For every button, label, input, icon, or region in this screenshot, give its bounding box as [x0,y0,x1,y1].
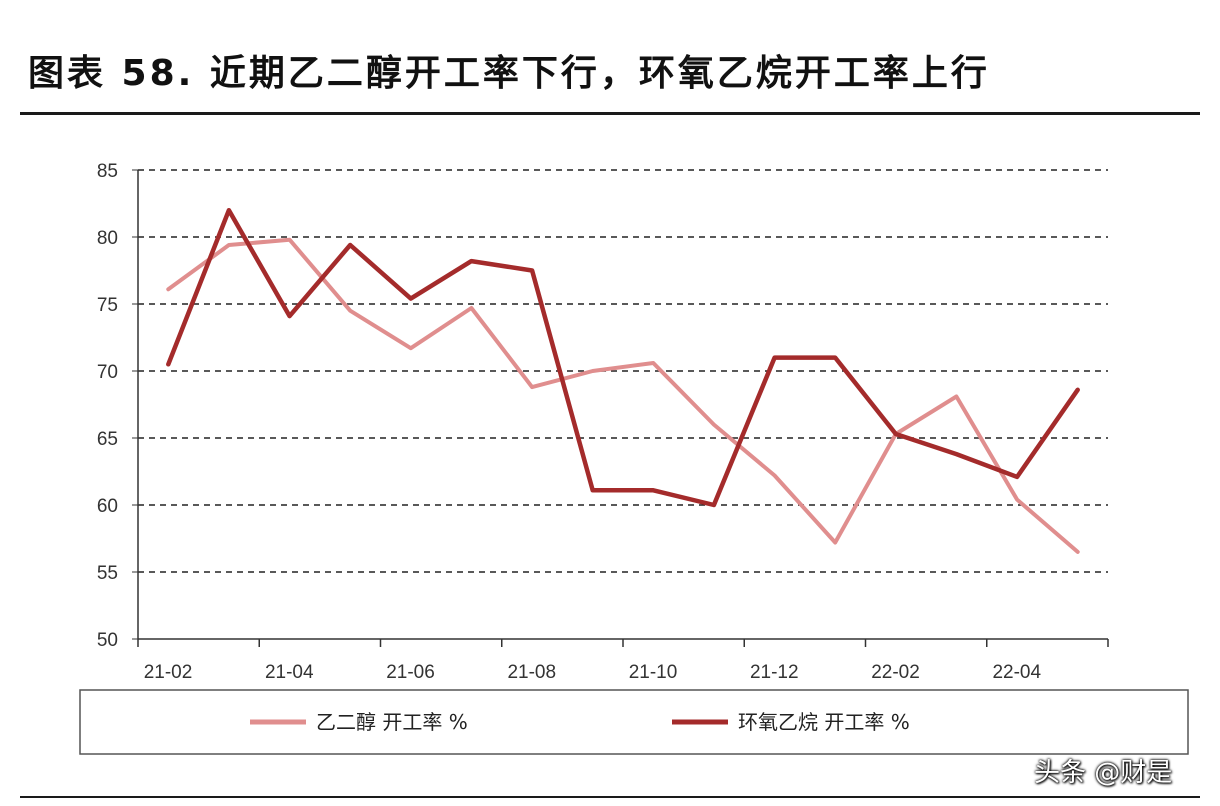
data-point-s1-8 [651,488,655,492]
x-tick-label-21-10: 21-10 [629,662,678,683]
tick-labels: 50 55 60 65 70 75 80 85 21-02 21-04 21-06 21-08 21-1… [97,161,1042,683]
data-point-s0-4 [409,346,413,350]
grid-lines [138,169,1108,573]
data-point-s0-7 [591,369,595,373]
title-underline [20,112,1200,115]
y-tick-label-50: 50 [97,630,118,651]
series-lines [166,207,1080,554]
legend: 乙二醇 开工率 % 环氧乙烷 开工率 % [250,710,910,734]
y-tick-label-55: 55 [97,563,118,584]
series-line-0 [166,237,1080,554]
x-tick-label-21-08: 21-08 [507,662,556,683]
data-point-s0-0 [166,287,170,291]
data-point-s0-6 [530,385,534,389]
x-tick-label-21-12: 21-12 [750,662,799,683]
x-tick-label-21-06: 21-06 [386,662,435,683]
data-point-s0-9 [712,423,716,427]
data-point-s1-12 [894,432,898,436]
data-point-s1-14 [1015,475,1019,479]
data-point-s0-3 [348,309,352,313]
y-tick-label-70: 70 [97,362,118,383]
data-point-s1-9 [712,503,716,507]
data-point-s0-8 [651,361,655,365]
data-point-s0-2 [288,238,292,242]
data-point-s1-1 [227,208,231,212]
data-point-s1-6 [530,269,534,273]
data-point-s1-2 [288,314,292,318]
data-point-s1-0 [166,362,170,366]
y-tick-label-60: 60 [97,496,118,517]
data-point-s1-4 [409,297,413,301]
x-tick-label-21-04: 21-04 [265,662,314,683]
data-point-s1-10 [773,356,777,360]
data-point-s1-13 [954,452,958,456]
data-point-s0-15 [1076,550,1080,554]
data-point-s0-5 [469,306,473,310]
data-point-s1-15 [1076,388,1080,392]
legend-box [79,689,1189,755]
bottom-rule [20,796,1200,798]
legend-label-0: 乙二醇 开工率 % [316,710,468,734]
data-point-s0-13 [954,394,958,398]
x-tick-label-22-04: 22-04 [992,662,1041,683]
y-tick-label-65: 65 [97,429,118,450]
series-line-1 [166,207,1080,508]
watermark: 头条 @财是 [1034,758,1173,788]
data-point-s0-14 [1015,498,1019,502]
data-point-s1-5 [469,259,473,263]
x-tick-label-22-02: 22-02 [871,662,920,683]
axes [132,169,1109,647]
data-point-s0-1 [227,243,231,247]
x-tick-label-21-02: 21-02 [144,662,193,683]
y-tick-label-80: 80 [97,228,118,249]
y-tick-label-85: 85 [97,161,118,182]
data-point-s1-11 [833,356,837,360]
data-point-s0-11 [833,541,837,545]
figure-title: 图表 58. 近期乙二醇开工率下行，环氧乙烷开工率上行 [28,53,990,94]
data-point-s1-3 [348,243,352,247]
legend-label-1: 环氧乙烷 开工率 % [738,710,910,734]
y-tick-label-75: 75 [97,295,118,316]
data-point-s1-7 [591,488,595,492]
data-point-s0-10 [773,474,777,478]
